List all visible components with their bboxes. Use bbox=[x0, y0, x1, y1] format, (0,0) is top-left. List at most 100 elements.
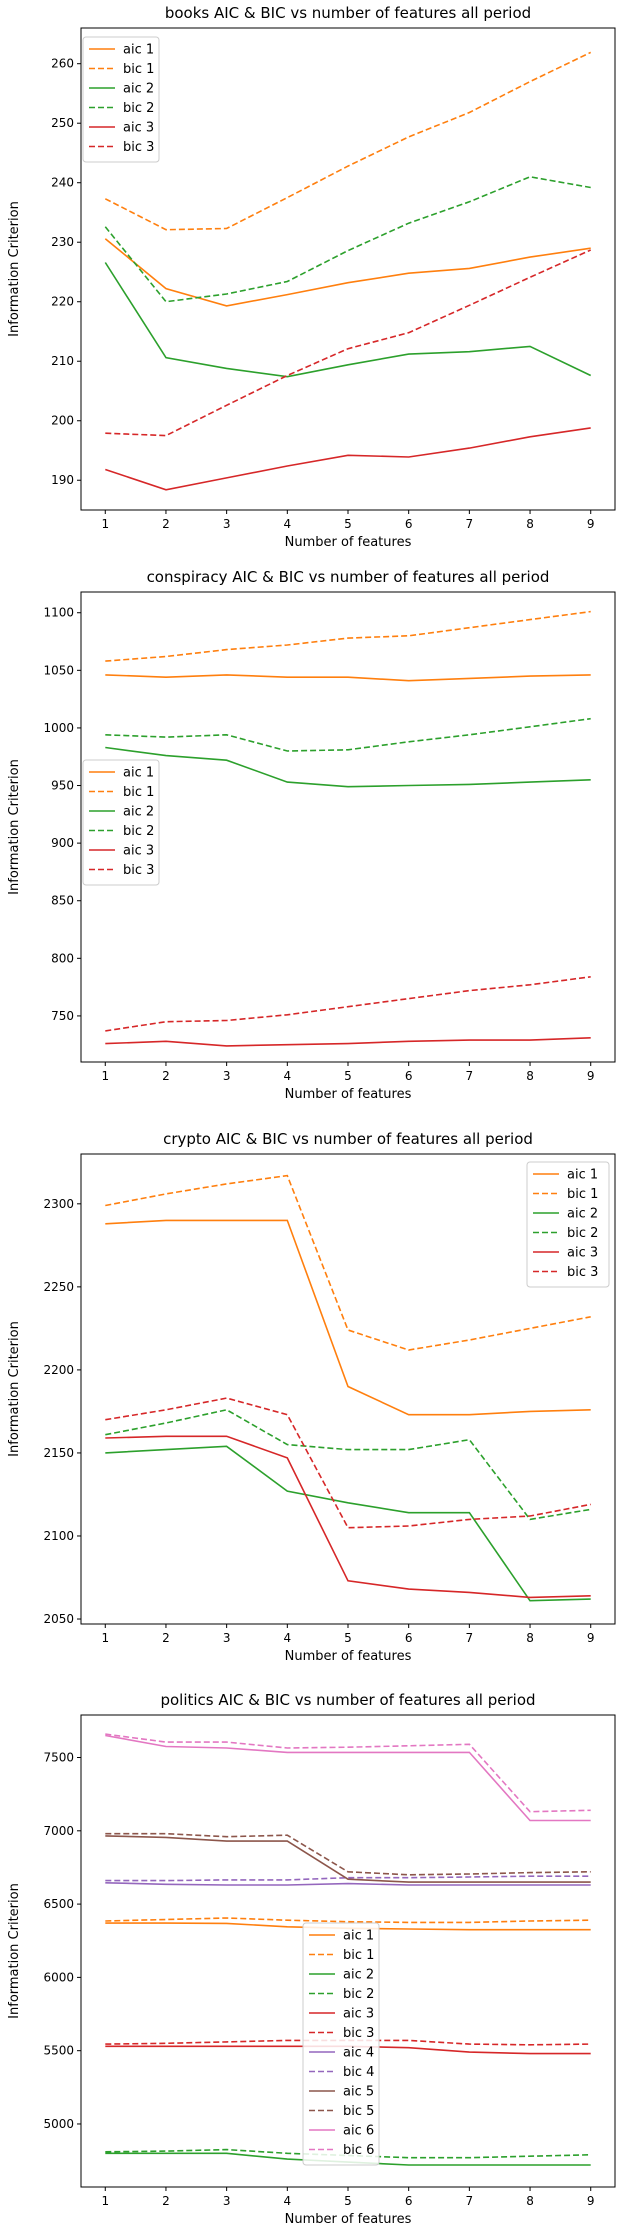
legend: aic 1 bic 1 aic 2 bic 2 aic 3 bic 3 bbox=[526, 1161, 610, 1288]
series-line-aic-2 bbox=[104, 262, 592, 378]
legend: aic 1 bic 1 aic 2 bic 2 aic 3 bic 3 bbox=[82, 36, 160, 163]
y-axis-label: Information Criterion bbox=[7, 1321, 22, 1457]
y-tick-label: 190 bbox=[51, 473, 74, 487]
x-tick-label: 9 bbox=[587, 2194, 595, 2208]
y-tick-label: 2200 bbox=[43, 1363, 74, 1377]
x-axis-label: Number of features bbox=[285, 535, 412, 550]
y-tick-label: 5000 bbox=[43, 2117, 74, 2131]
legend-label: aic 1 bbox=[123, 766, 154, 781]
x-tick-label: 8 bbox=[526, 1631, 534, 1645]
legend-label: bic 5 bbox=[343, 2104, 374, 2119]
series-line-bic-2 bbox=[104, 175, 591, 303]
x-axis-label: Number of features bbox=[285, 2212, 412, 2227]
x-tick-label: 7 bbox=[466, 2194, 474, 2208]
x-tick-label: 4 bbox=[283, 517, 291, 531]
y-tick-label: 6000 bbox=[43, 1970, 74, 1984]
legend-label: bic 4 bbox=[343, 2065, 374, 2080]
series-line-aic-1 bbox=[105, 1219, 591, 1416]
legend-label: bic 1 bbox=[123, 62, 154, 77]
series-line-bic-1 bbox=[105, 1917, 591, 1924]
series-line-aic-1 bbox=[105, 674, 591, 682]
legend-label: aic 4 bbox=[343, 2046, 374, 2061]
series-line-bic-1 bbox=[105, 1174, 591, 1351]
legend: aic 1 bic 1 aic 2 bic 2 aic 3 bic 3 aic 4 bic 4… bbox=[302, 1922, 380, 2166]
plot-frame bbox=[80, 591, 616, 1063]
y-tick-label: 200 bbox=[51, 414, 74, 428]
y-tick-label: 1050 bbox=[43, 663, 74, 677]
legend-label: bic 1 bbox=[343, 1948, 374, 1963]
y-tick-label: 1000 bbox=[43, 721, 74, 735]
y-tick-label: 230 bbox=[51, 235, 74, 249]
x-tick-label: 5 bbox=[344, 517, 352, 531]
legend-label: bic 1 bbox=[123, 785, 154, 800]
series-line-bic-3 bbox=[105, 976, 591, 1032]
x-tick-label: 6 bbox=[405, 1069, 413, 1083]
x-tick-label: 1 bbox=[101, 517, 109, 531]
chart-panel-3: crypto AIC & BIC vs number of features a… bbox=[7, 1130, 616, 1664]
x-tick-label: 4 bbox=[283, 2194, 291, 2208]
series-line-aic-5 bbox=[105, 1835, 591, 1883]
x-tick-label: 3 bbox=[223, 1069, 231, 1083]
series-line-bic-5 bbox=[105, 1832, 591, 1876]
plot-frame bbox=[80, 27, 616, 511]
series-line-aic-3 bbox=[105, 1037, 591, 1047]
x-tick-label: 8 bbox=[526, 2194, 534, 2208]
legend-label: aic 2 bbox=[343, 1968, 374, 1983]
x-tick-label: 8 bbox=[526, 1069, 534, 1083]
x-tick-label: 7 bbox=[466, 1631, 474, 1645]
chart-title: conspiracy AIC & BIC vs number of featur… bbox=[147, 568, 550, 586]
series-line-bic-1 bbox=[104, 51, 592, 231]
y-axis-label: Information Criterion bbox=[7, 201, 22, 337]
y-tick-label: 210 bbox=[51, 354, 74, 368]
y-tick-label: 2050 bbox=[43, 1612, 74, 1626]
legend-label: aic 1 bbox=[343, 1929, 374, 1944]
y-tick-label: 900 bbox=[51, 836, 74, 850]
legend-label: aic 5 bbox=[343, 2085, 374, 2100]
x-tick-label: 7 bbox=[466, 1069, 474, 1083]
series-line-bic-3 bbox=[105, 249, 592, 437]
x-tick-label: 1 bbox=[101, 2194, 109, 2208]
series-line-aic-6 bbox=[105, 1734, 591, 1822]
x-tick-label: 2 bbox=[162, 517, 170, 531]
x-tick-label: 4 bbox=[283, 1631, 291, 1645]
x-tick-label: 3 bbox=[223, 1631, 231, 1645]
x-tick-label: 9 bbox=[587, 1631, 595, 1645]
series-line-bic-1 bbox=[105, 610, 591, 662]
chart-title: crypto AIC & BIC vs number of features a… bbox=[163, 1130, 533, 1148]
legend-label: bic 6 bbox=[343, 2143, 374, 2158]
series-line-bic-2 bbox=[105, 1408, 591, 1521]
legend-label: aic 2 bbox=[567, 1207, 598, 1222]
x-tick-label: 5 bbox=[344, 1069, 352, 1083]
legend-label: bic 3 bbox=[343, 2026, 374, 2041]
y-tick-label: 250 bbox=[51, 116, 74, 130]
series-line-aic-1 bbox=[104, 238, 591, 307]
x-tick-label: 8 bbox=[526, 517, 534, 531]
legend: aic 1 bic 1 aic 2 bic 2 aic 3 bic 3 bbox=[82, 759, 160, 886]
legend-label: bic 2 bbox=[123, 824, 154, 839]
y-tick-label: 1100 bbox=[43, 606, 74, 620]
y-tick-label: 750 bbox=[51, 1009, 74, 1023]
legend-frame bbox=[302, 1922, 380, 2166]
legend-label: bic 1 bbox=[567, 1187, 598, 1202]
series-line-aic-4 bbox=[105, 1882, 591, 1886]
chart-title: politics AIC & BIC vs number of features… bbox=[160, 1691, 535, 1709]
series-line-aic-2 bbox=[105, 1445, 591, 1602]
x-tick-label: 3 bbox=[223, 2194, 231, 2208]
legend-label: bic 2 bbox=[567, 1226, 598, 1241]
x-tick-label: 2 bbox=[162, 2194, 170, 2208]
x-tick-label: 6 bbox=[405, 1631, 413, 1645]
legend-label: aic 3 bbox=[123, 121, 154, 136]
y-tick-label: 950 bbox=[51, 779, 74, 793]
y-tick-label: 800 bbox=[51, 951, 74, 965]
legend-label: aic 6 bbox=[343, 2124, 374, 2139]
y-tick-label: 850 bbox=[51, 894, 74, 908]
y-axis-label: Information Criterion bbox=[7, 1883, 22, 2019]
chart-panel-2: conspiracy AIC & BIC vs number of featur… bbox=[7, 568, 616, 1102]
chart-panel-1: books AIC & BIC vs number of features al… bbox=[7, 4, 616, 550]
y-tick-label: 5500 bbox=[43, 2044, 74, 2058]
series-line-aic-3 bbox=[105, 427, 591, 491]
x-axis-label: Number of features bbox=[285, 1649, 412, 1664]
legend-label: aic 3 bbox=[343, 2007, 374, 2022]
legend-label: bic 3 bbox=[567, 1265, 598, 1280]
x-tick-label: 2 bbox=[162, 1631, 170, 1645]
